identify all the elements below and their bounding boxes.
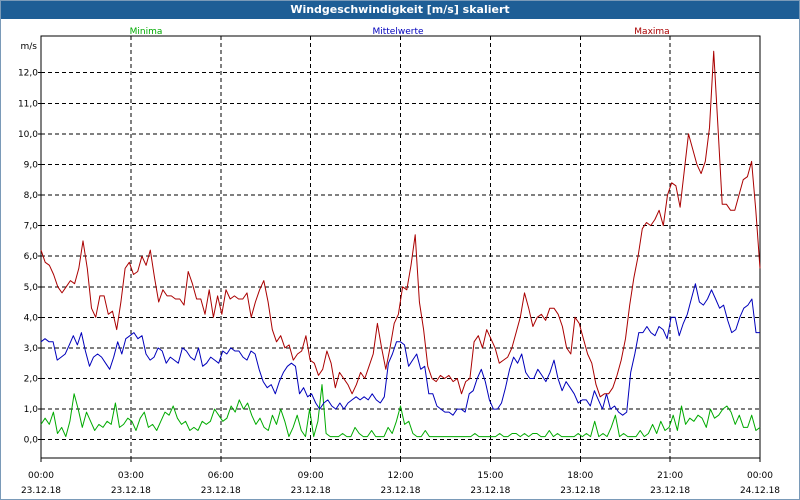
- y-tick-label: 5,0: [24, 283, 39, 293]
- y-tick-label: 2,0: [24, 374, 39, 384]
- x-tick-time: 09:00: [298, 471, 324, 481]
- x-tick-date: 23.12.18: [201, 486, 241, 496]
- y-tick-label: 1,0: [24, 405, 39, 415]
- legend-mittelwerte: Mittelwerte: [372, 27, 423, 37]
- x-tick-date: 23.12.18: [380, 486, 420, 496]
- x-tick-date: 23.12.18: [470, 486, 510, 496]
- x-tick-date: 23.12.18: [560, 486, 600, 496]
- x-tick-time: 18:00: [567, 471, 593, 481]
- y-tick-label: 11,0: [18, 99, 38, 109]
- legend: Minima Mittelwerte Maxima: [130, 27, 670, 37]
- y-axis: 0,0 1,0 2,0 3,0 4,0 5,0 6,0 7,0 8,0 9,0 10,0 11,0 12…: [18, 69, 41, 446]
- x-tick-time: 12:00: [388, 471, 414, 481]
- y-tick-label: 10,0: [18, 130, 38, 140]
- grid: [41, 36, 760, 458]
- x-axis: 00:00 23.12.18 03:00 23.12.18 06:00 23.12.18 0…: [21, 458, 780, 496]
- x-tick-time: 06:00: [208, 471, 234, 481]
- x-tick-date: 24.12.18: [740, 486, 780, 496]
- x-tick-time: 03:00: [118, 471, 144, 481]
- legend-maxima: Maxima: [634, 27, 669, 37]
- y-tick-label: 0,0: [24, 436, 39, 446]
- window-title: Windgeschwindigkeit [m/s] skaliert: [1, 1, 799, 19]
- series-line-mittelwerte: [40, 283, 760, 416]
- x-tick-date: 23.12.18: [291, 486, 331, 496]
- y-tick-label: 7,0: [24, 222, 39, 232]
- x-tick-date: 23.12.18: [21, 486, 61, 496]
- x-tick-time: 21:00: [657, 471, 683, 481]
- y-tick-label: 3,0: [24, 344, 39, 354]
- y-axis-label: m/s: [21, 42, 38, 52]
- series-line-maxima: [40, 50, 761, 398]
- x-tick-date: 23.12.18: [650, 486, 690, 496]
- series-line-minima: [40, 384, 761, 438]
- y-tick-label: 6,0: [24, 252, 39, 262]
- x-tick-time: 15:00: [477, 471, 503, 481]
- series-lines: [40, 50, 761, 438]
- y-tick-label: 12,0: [18, 69, 38, 79]
- x-tick-time: 00:00: [28, 471, 54, 481]
- legend-minima: Minima: [130, 27, 163, 37]
- y-tick-label: 9,0: [24, 160, 39, 170]
- x-tick-time: 00:00: [747, 471, 773, 481]
- y-tick-label: 4,0: [24, 313, 39, 323]
- y-tick-label: 8,0: [24, 191, 39, 201]
- x-tick-date: 23.12.18: [111, 486, 151, 496]
